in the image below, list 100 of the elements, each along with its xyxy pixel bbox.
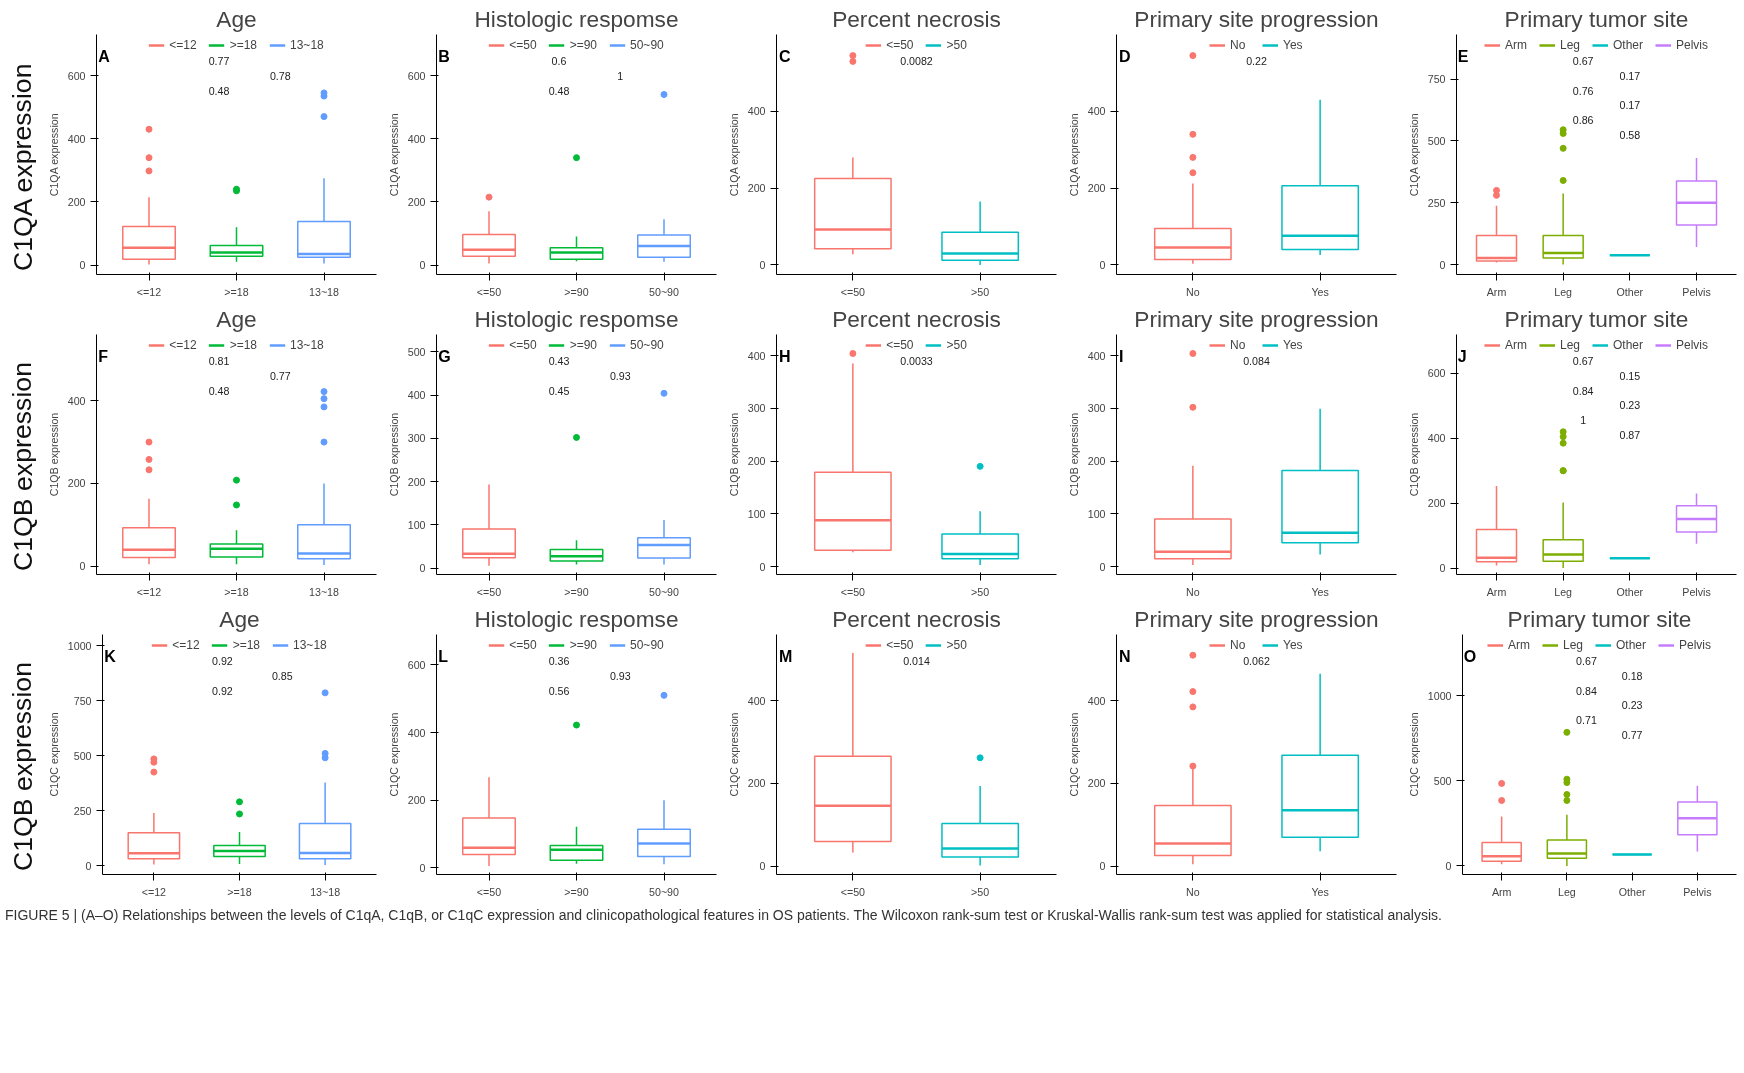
y-tick-label: 300 (747, 402, 766, 415)
text: C1QA expression (7, 63, 38, 271)
x-tick-label: <=50 (840, 285, 866, 298)
legend-label: 13~18 (290, 338, 324, 352)
y-tick-label: 750 (1427, 73, 1446, 86)
x-tick-label: 13~18 (309, 285, 340, 298)
x-tick-label: >50 (971, 585, 990, 598)
y-axis-title: C1QC expression (387, 712, 400, 797)
y-axis-title: C1QC expression (1407, 712, 1420, 797)
y-tick-label: 600 (407, 69, 426, 82)
y-tick-label: 400 (67, 394, 86, 407)
y-tick-label: 400 (1087, 349, 1106, 362)
text: C1QB expression (7, 362, 38, 571)
y-tick-label: 600 (1427, 367, 1446, 380)
legend-label: <=50 (509, 38, 537, 52)
legend-label: >50 (946, 338, 967, 352)
x-tick-label: >=90 (564, 885, 589, 898)
x-tick-label: >=18 (224, 585, 249, 598)
annotation: 0.87 (1619, 429, 1641, 442)
legend-label: <=12 (169, 338, 197, 352)
chart-title: Percent necrosis (832, 605, 1001, 632)
y-tick-label: 200 (747, 455, 766, 468)
chart-title: Primary tumor site (1507, 605, 1692, 632)
annotation: 0.93 (609, 369, 631, 382)
y-tick-label: 0 (419, 562, 426, 575)
legend-label: <=50 (509, 338, 537, 352)
chart-title: Age (216, 5, 257, 32)
legend-label: Leg (1559, 38, 1580, 52)
y-tick-label: 400 (407, 132, 426, 145)
x-tick-label: 50~90 (649, 285, 680, 298)
annotation: 0.0033 (900, 354, 933, 367)
x-tick-label: >=90 (564, 585, 589, 598)
y-axis-title: C1QC expression (47, 712, 60, 797)
y-tick-label: 500 (1427, 134, 1446, 147)
y-tick-label: 400 (747, 105, 766, 118)
text: G (438, 347, 451, 365)
text: A (98, 47, 111, 65)
x-tick-label: <=50 (476, 585, 502, 598)
annotation: 0.56 (548, 684, 570, 697)
legend-label: >=90 (569, 38, 598, 52)
text: J (1457, 347, 1467, 365)
legend-label: >=18 (229, 38, 258, 52)
y-tick-label: 200 (67, 195, 86, 208)
x-tick-label: Yes (1311, 585, 1329, 598)
legend-label: >=18 (232, 638, 261, 652)
annotation: 0.76 (1572, 84, 1594, 97)
y-tick-label: 100 (1087, 507, 1106, 520)
y-tick-label: 400 (407, 726, 426, 739)
y-tick-label: 0 (759, 860, 766, 873)
y-tick-label: 200 (1427, 497, 1446, 510)
annotation: 0.48 (208, 384, 230, 397)
annotation: 0.81 (208, 354, 230, 367)
legend-label: >50 (946, 638, 967, 652)
legend-label: >=90 (569, 338, 598, 352)
annotation: 0.58 (1619, 129, 1641, 142)
legend-label: Leg (1559, 338, 1580, 352)
annotation: 0.78 (269, 69, 291, 82)
x-tick-label: Other (1616, 285, 1644, 298)
y-tick-label: 500 (407, 345, 426, 358)
y-axis-title: C1QA expression (47, 113, 60, 197)
annotation: M (779, 647, 793, 665)
annotation: 0.17 (1619, 99, 1641, 112)
annotation: 0.77 (208, 54, 230, 67)
legend-label: Arm (1507, 638, 1530, 652)
legend-label: <=50 (886, 38, 914, 52)
annotation: 0.77 (1621, 729, 1643, 742)
annotation: 0.92 (212, 684, 233, 697)
legend-label: 50~90 (630, 638, 664, 652)
annotation: 0.67 (1572, 354, 1594, 367)
y-axis-title: C1QB expression (1067, 412, 1080, 497)
legend-label: <=12 (169, 38, 197, 52)
y-tick-label: 100 (747, 507, 766, 520)
y-tick-label: 0 (1099, 560, 1106, 573)
legend-label: No (1230, 38, 1247, 52)
annotation: 0.67 (1572, 54, 1594, 67)
x-tick-label: 50~90 (649, 585, 680, 598)
annotation: 0.0082 (900, 54, 933, 67)
annotation: 0.23 (1621, 699, 1643, 712)
y-tick-label: 500 (1433, 774, 1452, 787)
x-tick-label: >=18 (227, 885, 252, 898)
annotation: 0.22 (1246, 54, 1267, 67)
y-axis-title: C1QB expression (387, 412, 400, 497)
y-tick-label: 0 (419, 259, 426, 272)
legend-label: >=18 (229, 338, 258, 352)
legend-label: >50 (946, 38, 967, 52)
y-tick-label: 0 (419, 861, 426, 874)
legend-label: Arm (1504, 38, 1527, 52)
y-tick-label: 400 (747, 349, 766, 362)
x-tick-label: <=50 (840, 585, 866, 598)
legend-label: 13~18 (293, 638, 327, 652)
y-tick-label: 200 (1087, 777, 1106, 790)
annotation: 0.062 (1243, 654, 1270, 667)
annotation: 0.6 (551, 54, 567, 67)
annotation: D (1119, 47, 1131, 65)
x-tick-label: Leg (1557, 885, 1576, 898)
chart-title: Age (216, 305, 257, 332)
annotation: 0.084 (1243, 354, 1270, 367)
annotation: 0.48 (548, 84, 570, 97)
text: L (438, 647, 449, 665)
text: F (98, 347, 109, 365)
